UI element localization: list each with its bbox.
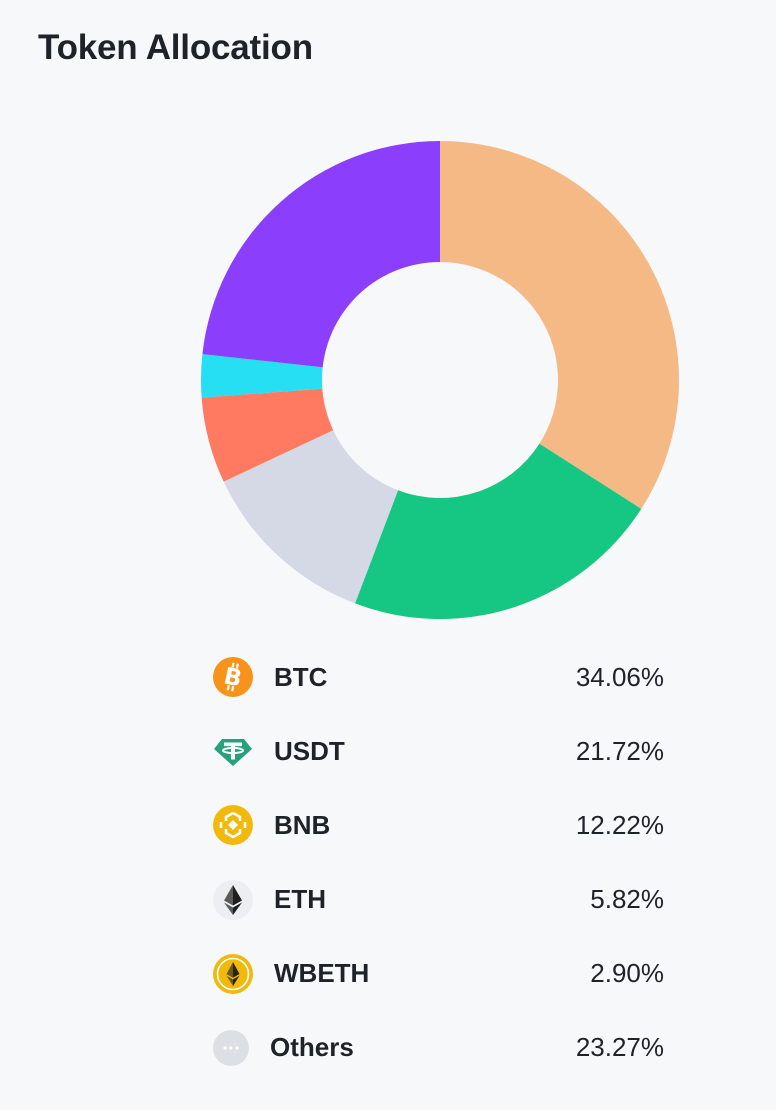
ethereum-icon	[212, 879, 254, 921]
page-title: Token Allocation	[38, 28, 313, 67]
legend-symbol: ETH	[274, 884, 326, 915]
legend-row-btc: B BTC 34.06%	[212, 654, 664, 728]
legend-symbol: BTC	[274, 661, 328, 692]
donut-slice-btc[interactable]	[440, 141, 679, 509]
donut-slice-others[interactable]	[202, 141, 440, 368]
legend-symbol: BNB	[274, 809, 331, 840]
legend-percent: 21.72%	[575, 735, 664, 766]
legend-row-eth: ETH 5.82%	[212, 877, 664, 951]
donut-slice-usdt[interactable]	[355, 443, 642, 619]
legend-percent: 5.82%	[590, 884, 664, 915]
legend-row-others: Others 23.27%	[212, 1025, 664, 1099]
legend-percent: 23.27%	[575, 1032, 664, 1063]
allocation-donut-chart	[201, 141, 679, 619]
legend-symbol: WBETH	[274, 958, 370, 989]
donut-slice-eth[interactable]	[201, 388, 334, 482]
donut-slice-bnb[interactable]	[223, 430, 399, 604]
wbeth-icon	[212, 953, 254, 995]
bnb-icon	[212, 804, 254, 846]
bitcoin-icon: B	[212, 656, 254, 698]
allocation-legend: B BTC 34.06% USDT 21.72	[212, 654, 664, 1099]
legend-percent: 2.90%	[590, 958, 664, 989]
legend-percent: 12.22%	[575, 809, 664, 840]
donut-slice-wbeth[interactable]	[201, 354, 323, 398]
legend-symbol: USDT	[274, 735, 345, 766]
tether-icon	[212, 730, 254, 772]
legend-symbol: Others	[270, 1032, 354, 1063]
svg-text:B: B	[222, 663, 245, 692]
legend-row-usdt: USDT 21.72%	[212, 728, 664, 802]
more-dots-icon	[212, 1027, 254, 1069]
legend-percent: 34.06%	[575, 661, 664, 692]
legend-row-bnb: BNB 12.22%	[212, 802, 664, 876]
legend-row-wbeth: WBETH 2.90%	[212, 951, 664, 1025]
